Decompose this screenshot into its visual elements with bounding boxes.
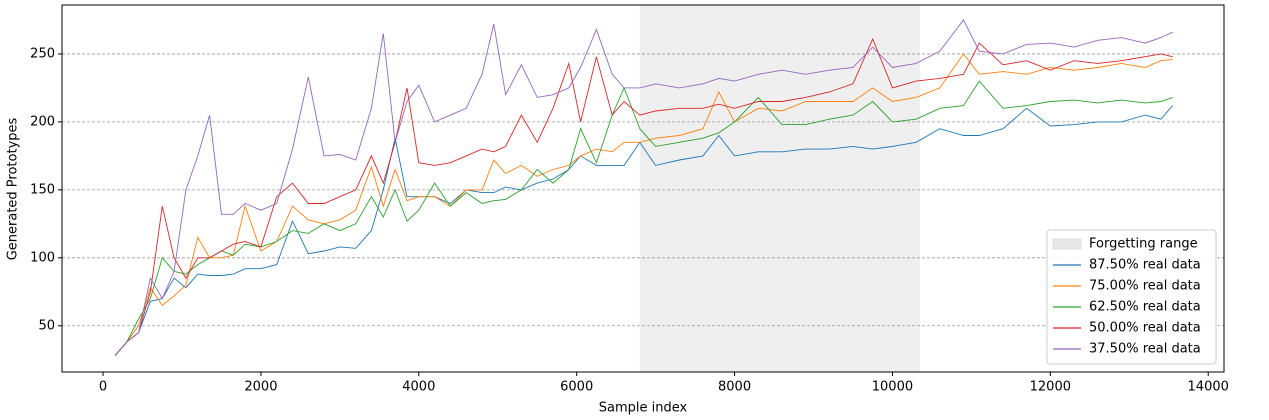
x-tick-label: 0 [99,380,107,395]
legend-label: Forgetting range [1089,237,1198,252]
legend-label: 50.00% real data [1089,321,1201,336]
series-line [114,53,1173,356]
legend-box [1046,229,1217,365]
series-line [114,80,1173,356]
x-tick-label: 6000 [560,380,593,395]
x-axis-label: Sample index [599,401,688,416]
y-tick-label: 150 [30,182,55,197]
series-line [114,105,1174,356]
x-tick-label: 14000 [1188,380,1229,395]
legend: Forgetting range 87.50% real data 75.00% r… [1046,229,1217,365]
legend-swatch [1052,238,1082,250]
y-tick-label: 100 [30,250,55,265]
y-tick-label: 50 [38,318,55,333]
legend-label: 62.50% real data [1089,300,1201,315]
y-tick-label: 250 [30,46,55,61]
x-tick-label: 8000 [718,380,751,395]
plot-frame [61,4,1225,373]
legend-label: 75.00% real data [1089,279,1201,294]
legend-label: 87.50% real data [1089,258,1201,273]
x-tick-label: 10000 [872,380,913,395]
legend-label: 37.50% real data [1089,342,1201,357]
y-tick-label: 200 [30,114,55,129]
x-tick-label: 4000 [402,380,435,395]
y-axis-label: Generated Prototypes [6,117,21,260]
series-line [114,37,1173,356]
x-tick-label: 12000 [1030,380,1071,395]
series-line [114,19,1173,356]
x-tick-label: 2000 [244,380,277,395]
shaded-range [639,5,921,372]
